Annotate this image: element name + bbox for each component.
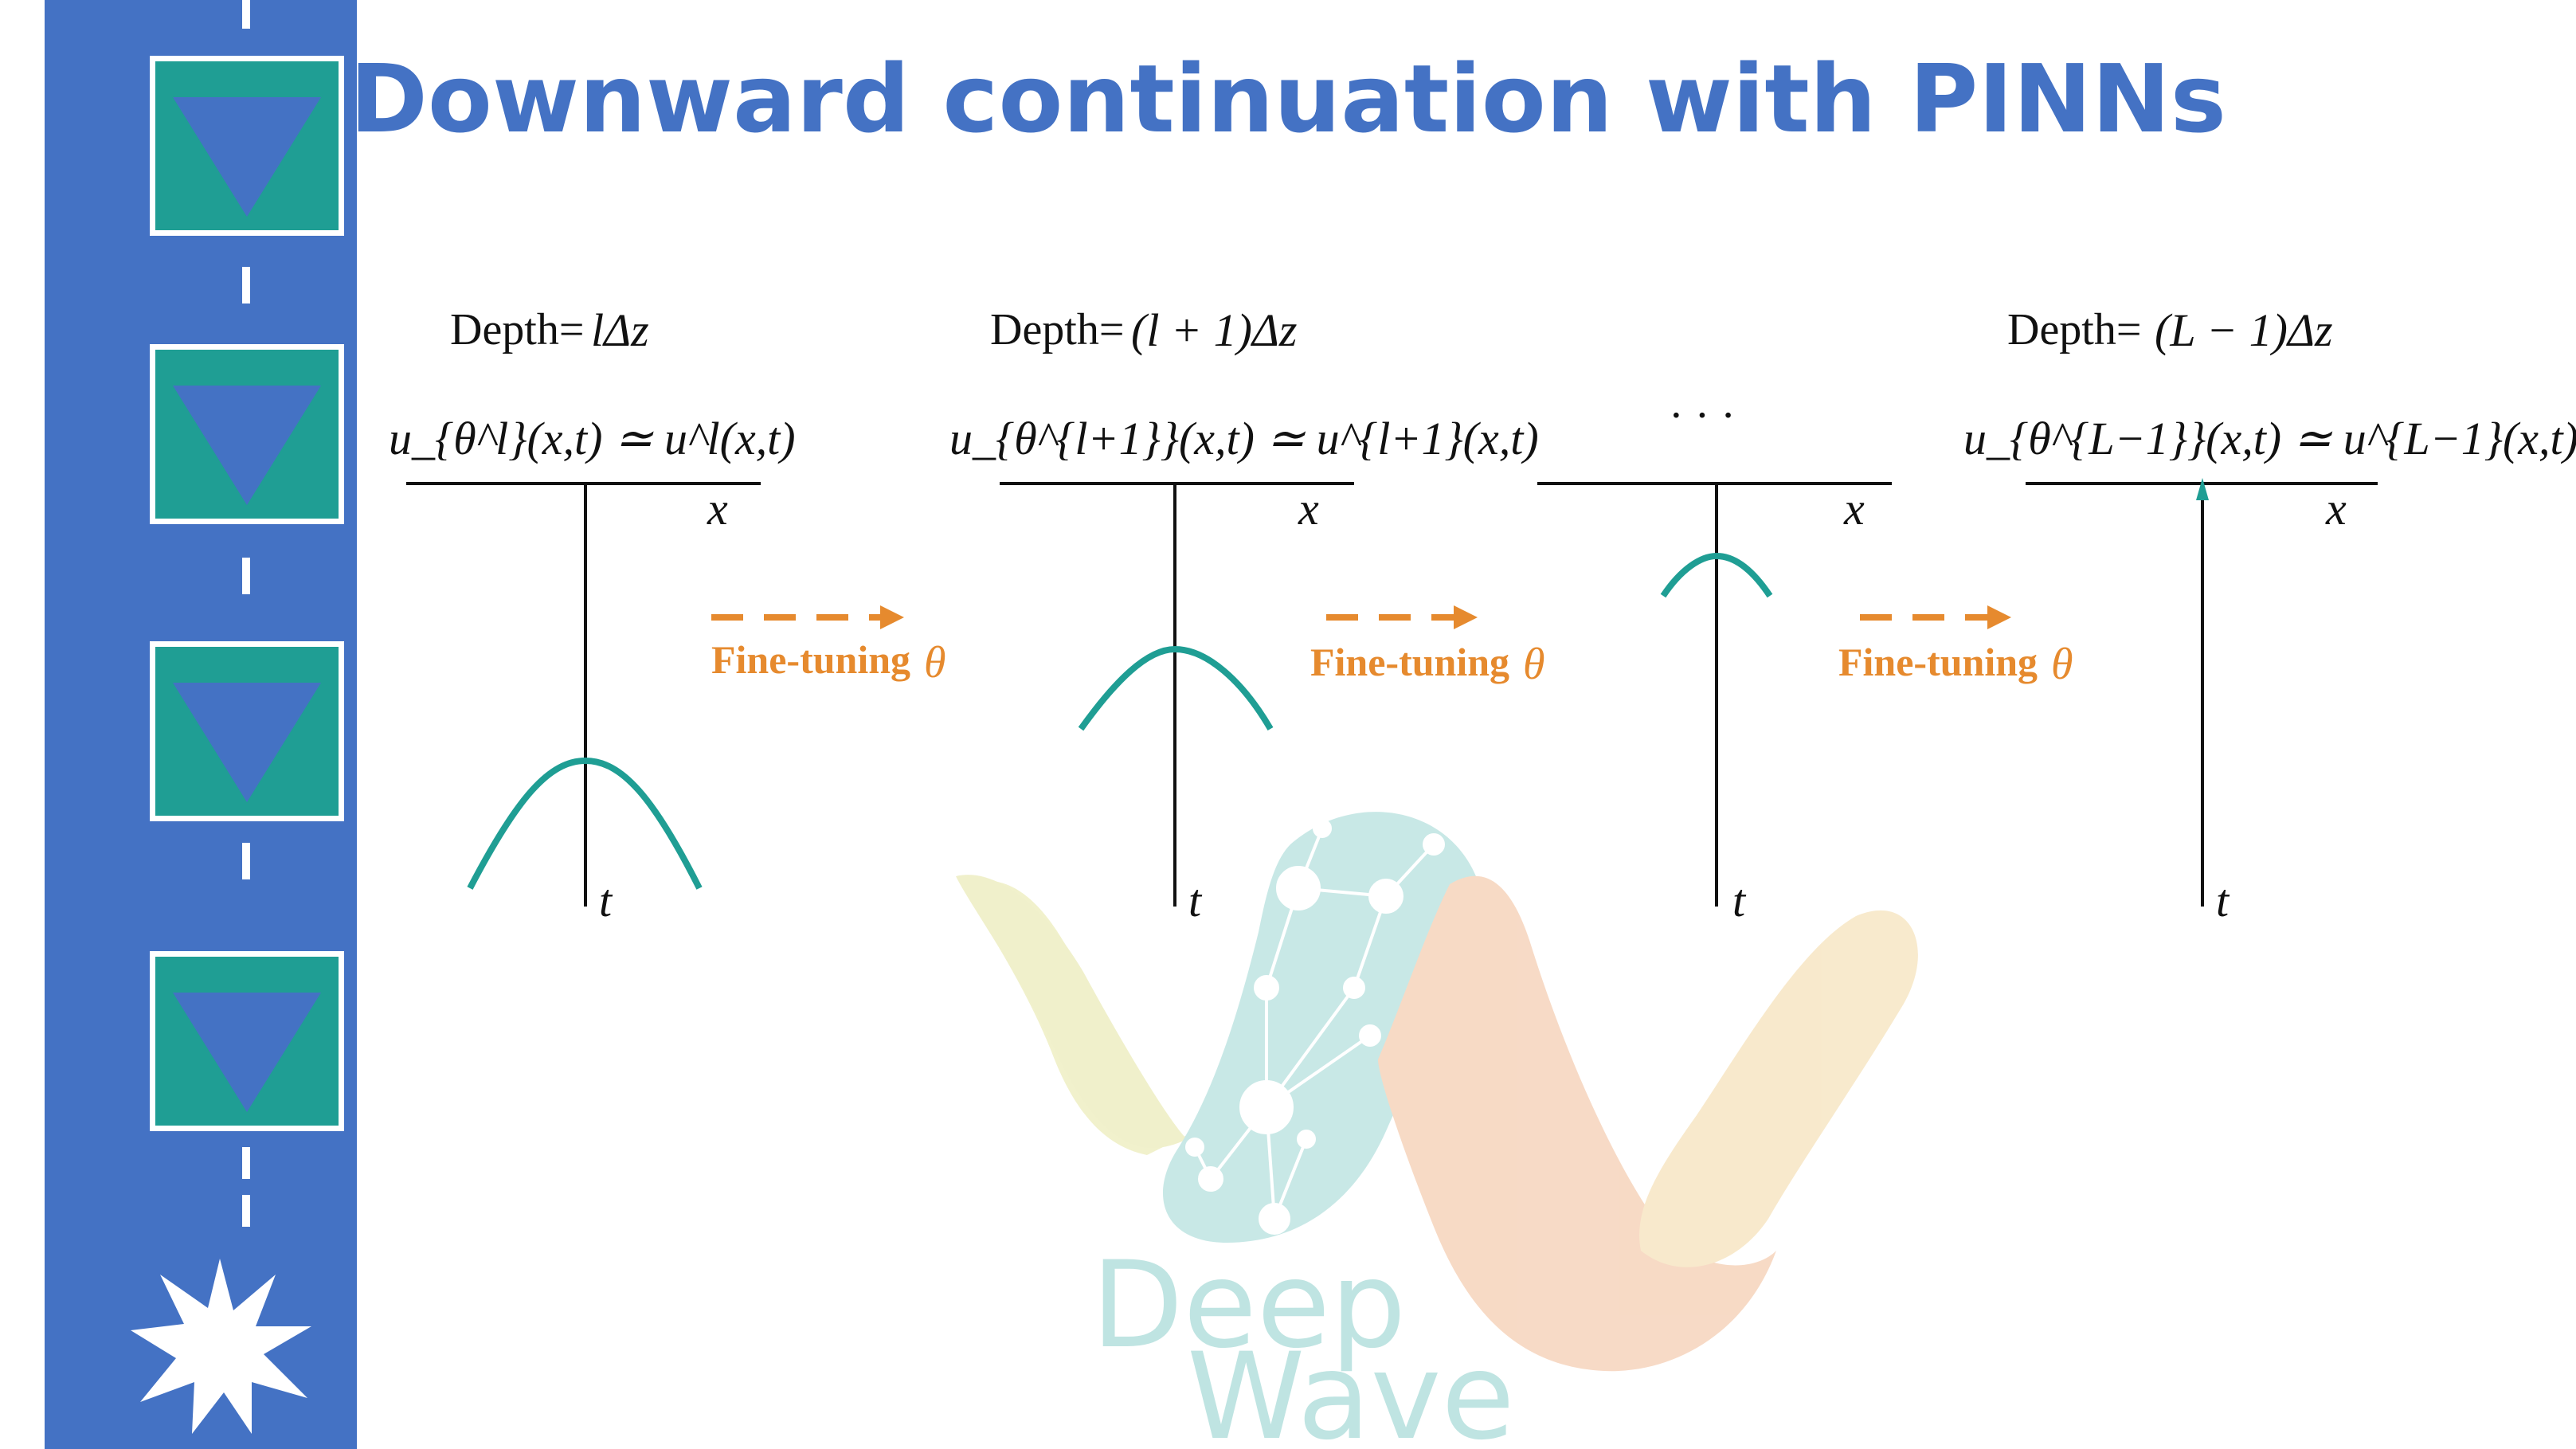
wavefield-curve [1660,552,1773,598]
page-title: Downward continuation with PINNs [349,44,2227,154]
equation: u_{θ^{l+1}}(x,t) ≃ u^{l+1}(x,t) [949,413,1539,464]
layer-marker [150,344,344,524]
equation: u_{θ^l}(x,t) ≃ u^l(x,t) [389,413,796,464]
wavefield-curve [1078,645,1274,731]
x-axis-label: x [707,483,728,535]
fine-tuning-label: Fine-tuning [711,637,910,682]
x-axis-label: x [2325,483,2347,535]
depth-label: Depth= [450,305,584,354]
t-axis-label: t [1732,875,1747,926]
layer-marker [150,641,344,821]
theta-symbol: θ [2051,640,2073,689]
sidebar-dash [242,0,250,29]
sidebar-dash [242,843,250,879]
arrow-head-icon [1454,605,1478,629]
arrow-up-icon [2196,478,2209,500]
depth-value: lΔz [591,304,649,356]
deepwave-logo-watermark: Deep Wave [956,812,1918,1449]
depth-value: (l + 1)Δz [1131,304,1298,356]
panel-depth-l-plus-1: Depth= (l + 1)Δz u_{θ^{l+1}}(x,t) ≃ u^{l… [949,304,1539,926]
panel-depth-L-minus-1: Depth= (L − 1)Δz u_{θ^{L−1}}(x,t) ≃ u^{L… [1963,304,2576,926]
depth-label: Depth= [2007,305,2141,354]
equation: u_{θ^{L−1}}(x,t) ≃ u^{L−1}(x,t) [1963,413,2576,464]
layer-marker [150,56,344,236]
panel-ellipsis: · · · x t [1537,391,1892,926]
fine-tuning-label: Fine-tuning [1838,640,2038,684]
depth-label: Depth= [990,305,1124,354]
down-triangle-icon [173,683,321,802]
sidebar-dash [242,1195,250,1227]
sidebar [45,0,357,1449]
theta-symbol: θ [924,638,946,687]
sidebar-dash [242,558,250,594]
watermark-text: Wave [1187,1328,1515,1449]
panel-depth-l: Depth= lΔz u_{θ^l}(x,t) ≃ u^l(x,t) x t [389,304,796,926]
fine-tuning-transition: Fine-tuning θ [711,605,946,687]
sidebar-dash [242,1147,250,1179]
t-axis-label: t [599,875,613,926]
watermark-text: Deep [1091,1236,1406,1375]
x-axis-label: x [1843,483,1865,535]
ellipsis: · · · [1669,391,1736,441]
burst-icon [131,1259,311,1434]
layer-marker [150,951,344,1131]
arrow-head-icon [880,605,904,629]
wavefield-curve [467,757,703,890]
fine-tuning-label: Fine-tuning [1310,640,1509,684]
down-triangle-icon [173,993,321,1112]
t-axis-label: t [2216,875,2230,926]
t-axis-label: t [1188,875,1203,926]
fine-tuning-transition: Fine-tuning θ [1838,605,2073,689]
depth-value: (L − 1)Δz [2155,304,2333,356]
theta-symbol: θ [1523,640,1545,689]
sidebar-dash [242,267,250,304]
down-triangle-icon [173,386,321,505]
down-triangle-icon [173,97,321,217]
arrow-head-icon [1987,605,2011,629]
x-axis-label: x [1298,483,1319,535]
fine-tuning-transition: Fine-tuning θ [1310,605,1545,689]
